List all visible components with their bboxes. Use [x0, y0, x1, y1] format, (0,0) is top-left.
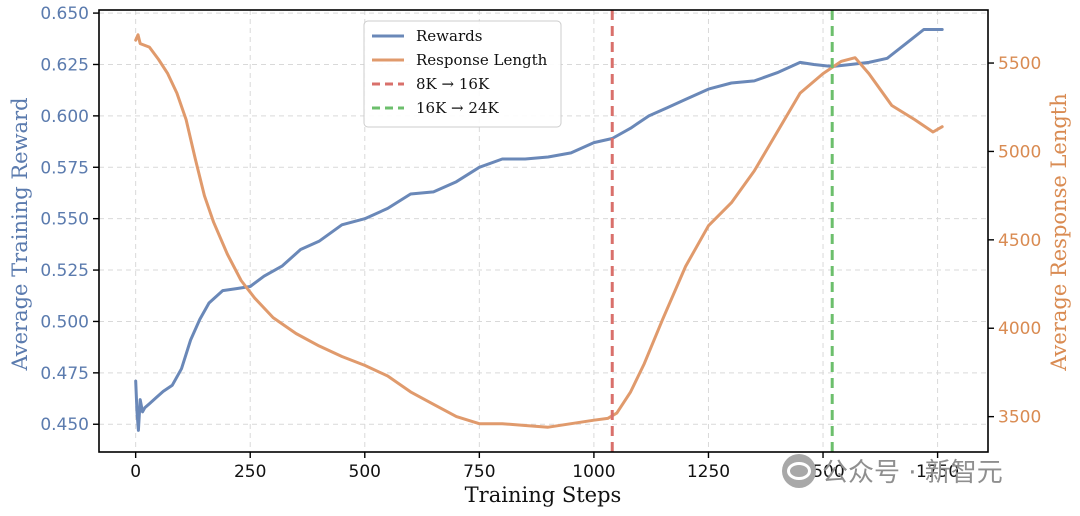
legend-box: [363, 20, 562, 128]
y-left-tick-label: 0.475: [40, 364, 89, 384]
series-layer: [134, 10, 944, 452]
x-axis-ticks: 0 250 500 750 1000 1250 1500 1750: [130, 452, 959, 482]
legend-label: 8K → 16K: [416, 75, 490, 93]
x-tick-label: 1750: [916, 462, 959, 482]
series-line-Response Length: [134, 33, 944, 429]
y-left-tick-label: 0.625: [40, 55, 89, 75]
y-right-tick-label: 5500: [998, 54, 1041, 74]
y-right-axis-label: Average Response Length: [1047, 93, 1071, 372]
x-tick-label: 500: [349, 462, 381, 482]
legend: Rewards Response Length 8K → 16K 16K → 24K: [363, 20, 562, 128]
x-tick-label: 0: [130, 462, 141, 482]
wechat-icon: [782, 453, 816, 488]
legend-label: Rewards: [416, 27, 482, 45]
y-left-tick-label: 0.500: [40, 312, 89, 332]
y-right-tick-label: 3500: [998, 408, 1041, 428]
plot-frame: [98, 9, 989, 453]
y-left-tick-label: 0.575: [40, 158, 89, 178]
x-axis-label: Training Steps: [465, 483, 622, 507]
legend-label: 16K → 24K: [416, 99, 499, 117]
y-right-tick-label: 5000: [998, 142, 1041, 162]
x-tick-label: 1250: [687, 462, 730, 482]
y-left-axis-label: Average Training Reward: [8, 97, 32, 371]
y-right-axis-ticks: 3500 4000 4500 5000 5500: [988, 54, 1041, 428]
y-right-tick-label: 4500: [998, 231, 1041, 251]
x-tick-label: 1000: [572, 462, 615, 482]
y-left-tick-label: 0.550: [40, 210, 89, 230]
y-left-tick-label: 0.525: [40, 261, 89, 281]
legend-label: Response Length: [416, 51, 548, 69]
series-line-Rewards: [134, 28, 944, 432]
y-left-tick-label: 0.450: [40, 415, 89, 435]
y-right-tick-label: 4000: [998, 319, 1041, 339]
x-tick-label: 750: [463, 462, 495, 482]
y-left-tick-label: 0.650: [40, 4, 89, 24]
y-left-tick-label: 0.600: [40, 107, 89, 127]
y-left-axis-ticks: 0.450 0.475 0.500 0.525 0.550 0.575 0.600 0.625…: [40, 4, 99, 435]
watermark-text: 公众号 · 新智元: [822, 458, 1003, 488]
watermark: 公众号 · 新智元: [782, 452, 1003, 489]
x-tick-label: 250: [234, 462, 266, 482]
